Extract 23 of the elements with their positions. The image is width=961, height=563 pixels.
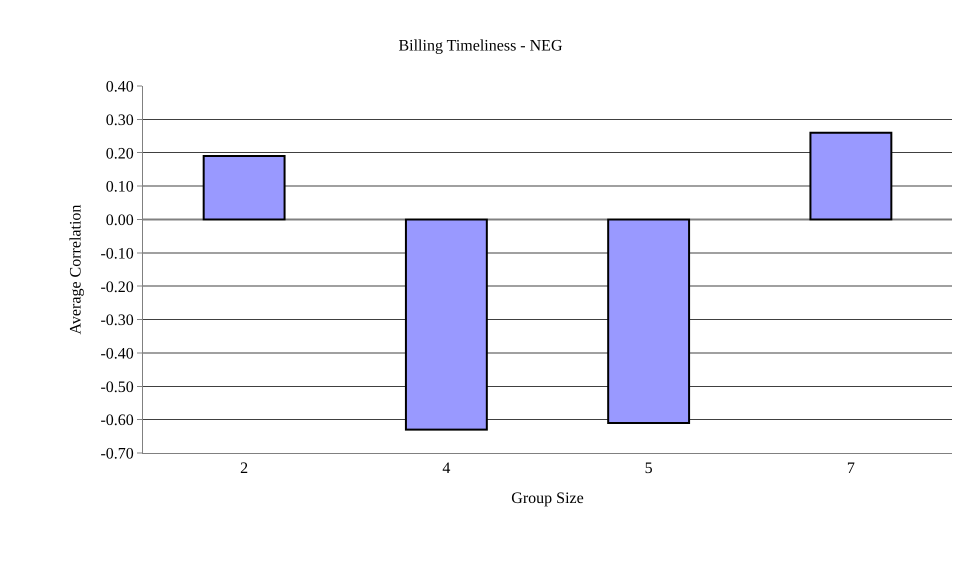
y-tick-label: 0.10 [106,178,134,196]
x-tick-label: 7 [846,460,855,478]
x-axis-title: Group Size [511,490,584,507]
y-tick-label: 0.30 [106,112,134,129]
y-tick-label: -0.60 [100,412,134,430]
y-tick-label: -0.70 [100,446,134,463]
y-tick-label: -0.20 [100,278,134,296]
y-tick-label: -0.40 [100,346,134,363]
y-tick-label: -0.50 [100,378,134,396]
chart-title: Billing Timeliness - NEG [398,38,563,55]
y-axis-title: Average Correlation [67,204,84,334]
x-tick-label: 5 [644,460,653,478]
y-tick-label: 0.20 [106,145,134,162]
bar [404,218,488,431]
bar [607,218,690,424]
y-tick-label: 0.00 [106,212,134,230]
x-tick-label: 4 [442,460,450,478]
y-tick-label: -0.30 [100,312,134,330]
bar [809,132,892,220]
x-tick-label: 2 [240,460,248,478]
y-tick-label: -0.10 [100,245,134,262]
y-tick-label: 0.40 [106,78,134,96]
bar [202,155,286,220]
